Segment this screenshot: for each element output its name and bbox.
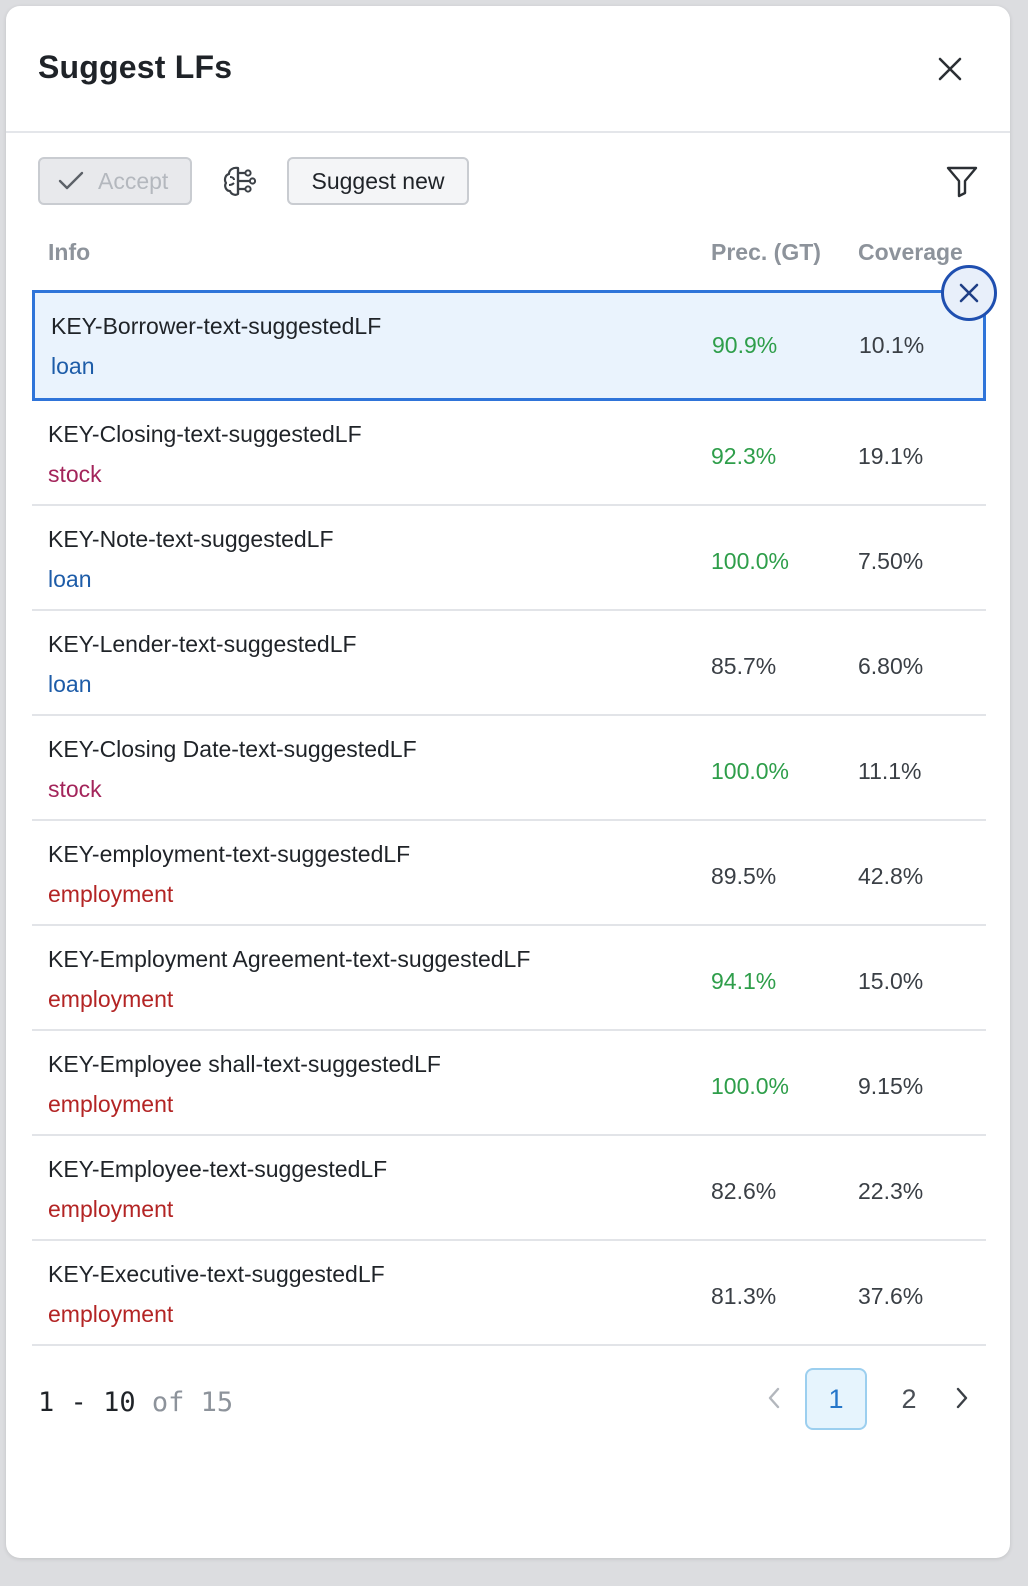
lf-tag: loan bbox=[48, 671, 92, 697]
lf-tag: employment bbox=[48, 881, 174, 907]
lf-name: KEY-Borrower-text-suggestedLF bbox=[51, 313, 382, 339]
close-dialog-button[interactable] bbox=[936, 55, 964, 83]
lf-tag: loan bbox=[51, 353, 95, 379]
pagination-bar: 1 - 10 of 15 1 2 bbox=[6, 1344, 1010, 1444]
table-header: Info Prec. (GT) Coverage bbox=[6, 223, 1010, 283]
page-button-1[interactable]: 1 bbox=[805, 1368, 867, 1430]
lf-precision: 85.7% bbox=[711, 653, 777, 679]
column-header-info[interactable]: Info bbox=[48, 239, 91, 265]
range-total: 15 bbox=[200, 1387, 234, 1418]
ai-brain-button[interactable] bbox=[220, 163, 260, 199]
table-row[interactable]: KEY-Employee shall-text-suggestedLF emplo… bbox=[32, 1031, 986, 1136]
lf-precision: 82.6% bbox=[711, 1178, 777, 1204]
range-separator: - bbox=[70, 1387, 87, 1418]
column-header-precision[interactable]: Prec. (GT) bbox=[711, 239, 821, 265]
lf-name: KEY-Note-text-suggestedLF bbox=[48, 526, 334, 552]
table-row[interactable]: KEY-Executive-text-suggestedLF employment… bbox=[32, 1241, 986, 1346]
lf-name: KEY-Lender-text-suggestedLF bbox=[48, 631, 357, 657]
next-page-button[interactable] bbox=[950, 1384, 974, 1412]
table-row[interactable]: KEY-Lender-text-suggestedLF loan 85.7% 6.80… bbox=[32, 611, 986, 716]
column-header-coverage[interactable]: Coverage bbox=[858, 239, 963, 265]
remove-row-button[interactable] bbox=[941, 265, 997, 321]
lf-tag: stock bbox=[48, 461, 102, 487]
table-row[interactable]: KEY-Closing Date-text-suggestedLF stock 10… bbox=[32, 716, 986, 821]
lf-coverage: 22.3% bbox=[858, 1178, 924, 1204]
page-button-2[interactable]: 2 bbox=[901, 1383, 917, 1414]
chevron-right-icon bbox=[956, 1387, 968, 1409]
table-row[interactable]: KEY-employment-text-suggestedLF employmen… bbox=[32, 821, 986, 926]
lf-name: KEY-Employment Agreement-text-suggestedL… bbox=[48, 946, 531, 972]
lf-coverage: 42.8% bbox=[858, 863, 924, 889]
lf-name: KEY-employment-text-suggestedLF bbox=[48, 841, 411, 867]
lf-coverage: 37.6% bbox=[858, 1283, 924, 1309]
close-icon bbox=[959, 283, 979, 303]
filter-icon bbox=[946, 166, 978, 198]
lf-tag: employment bbox=[48, 986, 174, 1012]
dialog-header: Suggest LFs bbox=[6, 6, 1010, 133]
lf-coverage: 9.15% bbox=[858, 1073, 924, 1099]
lf-name: KEY-Closing Date-text-suggestedLF bbox=[48, 736, 417, 762]
lf-name: KEY-Executive-text-suggestedLF bbox=[48, 1261, 385, 1287]
accept-button[interactable]: Accept bbox=[38, 157, 192, 205]
previous-page-button[interactable] bbox=[762, 1384, 786, 1412]
range-of-label: of bbox=[151, 1387, 185, 1418]
accept-label: Accept bbox=[98, 167, 169, 194]
close-icon bbox=[938, 57, 962, 81]
lf-coverage: 15.0% bbox=[858, 968, 924, 994]
chevron-left-icon bbox=[768, 1387, 780, 1409]
range-start: 1 bbox=[38, 1387, 55, 1418]
lf-coverage: 19.1% bbox=[858, 443, 924, 469]
lf-coverage: 11.1% bbox=[858, 758, 922, 784]
lf-precision: 94.1% bbox=[711, 968, 777, 994]
lf-coverage: 6.80% bbox=[858, 653, 924, 679]
toolbar: Accept Suggest new bbox=[6, 133, 1010, 223]
table-row[interactable]: KEY-Borrower-text-suggestedLF loan 90.9% 10… bbox=[32, 265, 997, 401]
lf-precision: 100.0% bbox=[711, 758, 790, 784]
pagination-range: 1 - 10 of 15 bbox=[38, 1387, 233, 1418]
lf-name: KEY-Employee-text-suggestedLF bbox=[48, 1156, 388, 1182]
dialog-title: Suggest LFs bbox=[38, 49, 233, 85]
lf-tag: stock bbox=[48, 776, 102, 802]
lf-name: KEY-Closing-text-suggestedLF bbox=[48, 421, 362, 447]
suggest-new-button[interactable]: Suggest new bbox=[287, 157, 469, 205]
lf-tag: employment bbox=[48, 1091, 174, 1117]
suggest-lfs-dialog: Suggest LFs Accept Suggest n bbox=[6, 6, 1010, 1558]
lf-table: KEY-Borrower-text-suggestedLF loan 90.9% 10… bbox=[32, 265, 997, 1346]
lf-name: KEY-Employee shall-text-suggestedLF bbox=[48, 1051, 441, 1077]
table-row[interactable]: KEY-Closing-text-suggestedLF stock 92.3% 19… bbox=[32, 401, 986, 506]
range-end: 10 bbox=[103, 1387, 136, 1418]
filter-button[interactable] bbox=[944, 163, 980, 199]
check-icon bbox=[58, 171, 84, 190]
lf-precision: 92.3% bbox=[711, 443, 777, 469]
table-row[interactable]: KEY-Note-text-suggestedLF loan 100.0% 7.50% bbox=[32, 506, 986, 611]
brain-circuit-icon bbox=[223, 166, 257, 196]
lf-precision: 100.0% bbox=[711, 548, 790, 574]
lf-coverage: 10.1% bbox=[859, 332, 925, 358]
lf-precision: 90.9% bbox=[712, 332, 778, 358]
lf-tag: employment bbox=[48, 1196, 174, 1222]
lf-precision: 81.3% bbox=[711, 1283, 777, 1309]
lf-coverage: 7.50% bbox=[858, 548, 924, 574]
table-row[interactable]: KEY-Employee-text-suggestedLF employment 8… bbox=[32, 1136, 986, 1241]
lf-tag: loan bbox=[48, 566, 92, 592]
lf-precision: 89.5% bbox=[711, 863, 777, 889]
table-row[interactable]: KEY-Employment Agreement-text-suggestedL… bbox=[32, 926, 986, 1031]
lf-precision: 100.0% bbox=[711, 1073, 790, 1099]
lf-tag: employment bbox=[48, 1301, 174, 1327]
